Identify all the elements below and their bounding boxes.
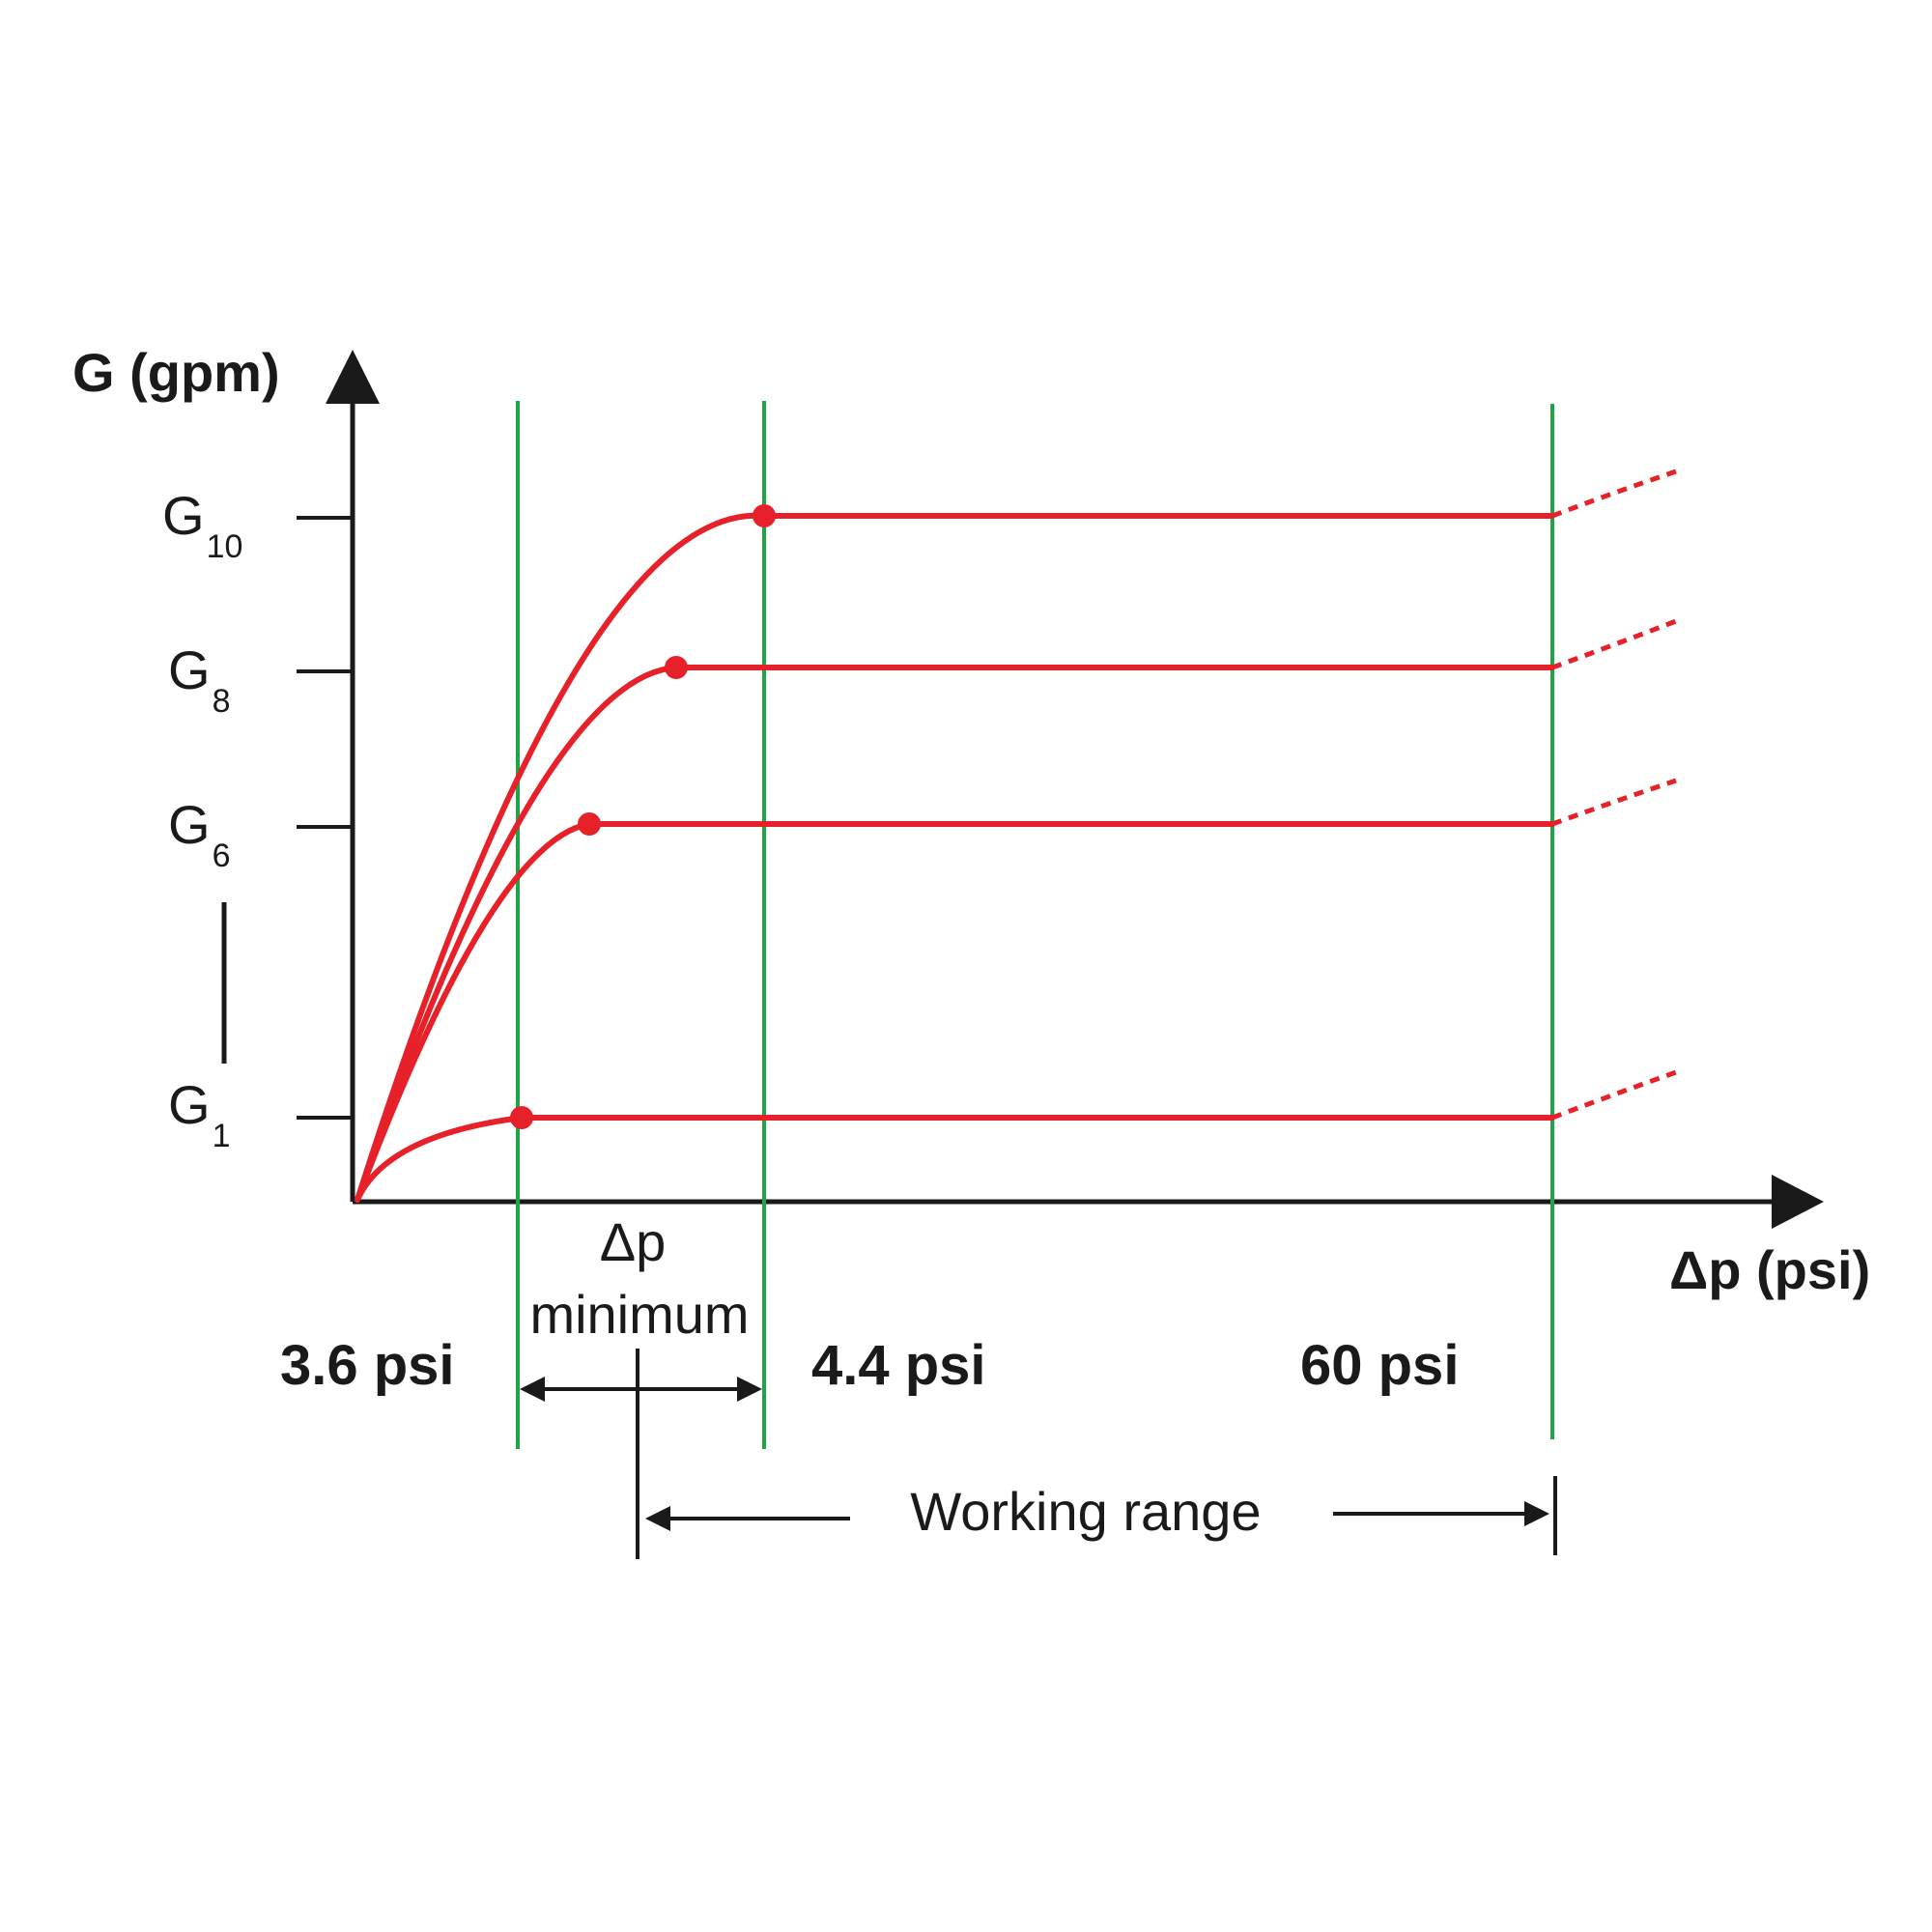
curve-g8-extension (1551, 618, 1677, 670)
plateau-point-g6 (578, 812, 601, 836)
psi-label-3-6: 3.6 psi (280, 1334, 455, 1397)
flow-curves (355, 512, 1555, 1203)
psi-label-4-4: 4.4 psi (811, 1334, 986, 1397)
working-range-label: Working range (910, 1481, 1261, 1542)
reference-lines (516, 401, 1554, 1449)
plateau-point-g10 (753, 504, 776, 527)
curve-g1-extension (1551, 1069, 1677, 1121)
curve-g6-extension (1551, 778, 1677, 827)
y-tick-labels: G10 G8 G6 G1 (162, 485, 242, 1154)
dp-minimum-label-line2: minimum (529, 1284, 749, 1345)
curve-g10-extension (1551, 469, 1677, 519)
curve-g6 (355, 821, 1555, 1203)
y-tick-label-g10: G10 (162, 485, 242, 565)
curve-g1 (355, 1115, 1555, 1203)
y-tick-label-g8: G8 (168, 639, 230, 720)
working-range-bracket (636, 1349, 1557, 1559)
curve-g8 (355, 665, 1555, 1203)
axes (326, 350, 1824, 1229)
dp-minimum-label-line1: Δp (600, 1211, 667, 1272)
y-tick-label-g6: G6 (168, 794, 230, 874)
psi-label-60: 60 psi (1300, 1334, 1459, 1397)
y-axis-arrow (326, 350, 380, 404)
y-tick-label-g1: G1 (168, 1074, 230, 1154)
curve-g10 (355, 512, 1555, 1203)
x-axis-title: Δp (psi) (1669, 1239, 1870, 1300)
plateau-point-g1 (510, 1106, 533, 1129)
curve-extensions (1551, 469, 1677, 1121)
plateau-point-g8 (665, 656, 688, 679)
x-axis-arrow (1772, 1175, 1824, 1229)
y-ticks (221, 516, 353, 1120)
y-axis-title: G (gpm) (72, 342, 280, 403)
plateau-points (510, 504, 776, 1129)
dp-minimum-arrow (520, 1377, 762, 1402)
